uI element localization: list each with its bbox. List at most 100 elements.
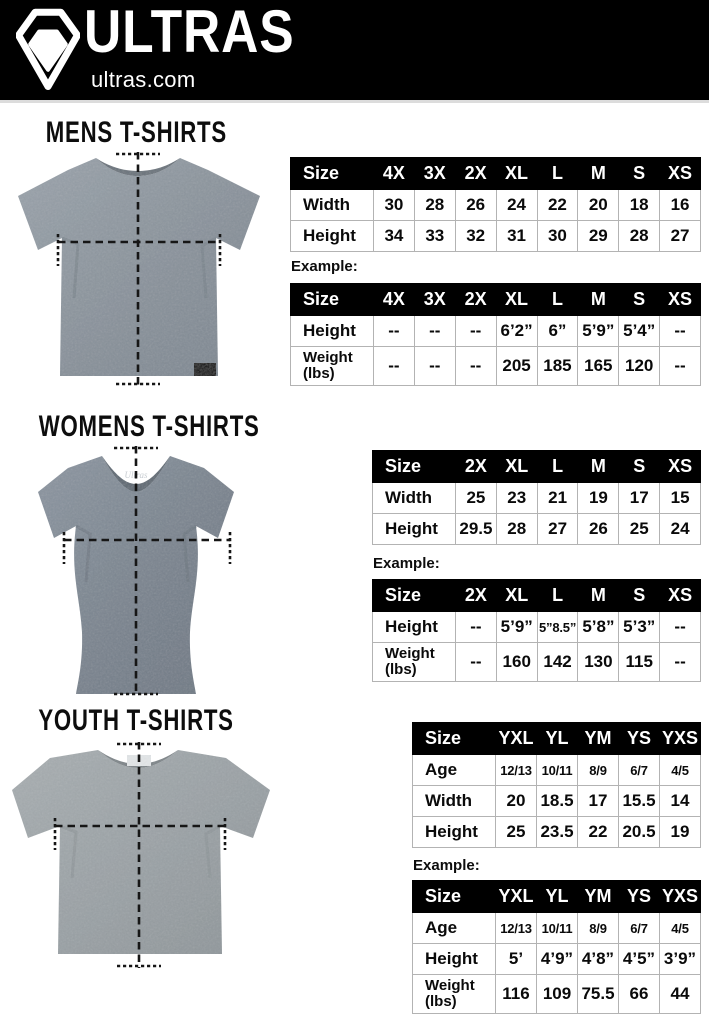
row-label: Weight (lbs) <box>372 642 456 682</box>
cell: 4’8” <box>577 943 619 975</box>
cell: 8/9 <box>577 754 619 786</box>
column-header: S <box>618 579 661 612</box>
cell: 3’9” <box>659 943 701 975</box>
column-header: M <box>577 579 620 612</box>
column-header: XS <box>659 579 701 612</box>
cell: 17 <box>577 785 619 817</box>
cell: -- <box>373 346 415 386</box>
column-header: M <box>577 450 620 483</box>
table-row: Height -- -- -- 6’2” 6” 5’9” 5’4” -- <box>290 315 701 347</box>
table-header-row: Size 2X XL L M S XS <box>372 450 701 483</box>
table-row: Weight (lbs) 116 109 75.5 66 44 <box>412 974 701 1014</box>
column-header: XL <box>495 579 538 612</box>
cell: 22 <box>577 816 619 848</box>
column-header: L <box>536 283 579 316</box>
collar <box>96 158 180 176</box>
cell: 26 <box>577 513 620 545</box>
column-header: S <box>618 450 661 483</box>
cell: 20 <box>495 785 537 817</box>
column-header: XS <box>659 283 701 316</box>
youth-example-table: Size YXL YL YM YS YXS Age 12/13 10/11 8/9 6/7 4/5 He… <box>412 880 701 1014</box>
table-header-row: Size 4X 3X 2X XL L M S XS <box>290 157 701 190</box>
cell: -- <box>659 611 701 643</box>
column-header: 2X <box>454 157 497 190</box>
cell: 21 <box>536 482 579 514</box>
row-label: Height <box>290 315 374 347</box>
cell: 18.5 <box>536 785 578 817</box>
cell: 10/11 <box>536 912 578 944</box>
cell: -- <box>454 315 497 347</box>
cell: 116 <box>495 974 537 1014</box>
cell: -- <box>659 346 701 386</box>
cell: 5’4” <box>618 315 661 347</box>
measurement-lines <box>53 742 227 968</box>
cell: 5’3” <box>618 611 661 643</box>
column-header: 3X <box>413 283 456 316</box>
cell: 16 <box>659 189 701 221</box>
row-label: Width <box>412 785 496 817</box>
youth-tshirt-image <box>12 742 270 968</box>
cell: 14 <box>659 785 701 817</box>
column-header: 3X <box>413 157 456 190</box>
column-header: 2X <box>455 579 497 612</box>
table-row: Age 12/13 10/11 8/9 6/7 4/5 <box>412 912 701 944</box>
cell: 17 <box>618 482 661 514</box>
column-header: 4X <box>373 157 415 190</box>
column-header: L <box>536 579 579 612</box>
cell: 8/9 <box>577 912 619 944</box>
column-header: Size <box>372 579 456 612</box>
cell: 44 <box>659 974 701 1014</box>
cell: 6” <box>536 315 579 347</box>
hem-tag <box>194 363 216 376</box>
cell: 12/13 <box>495 754 537 786</box>
cell: 15.5 <box>618 785 660 817</box>
cell: 30 <box>373 189 415 221</box>
cell: 30 <box>536 220 579 252</box>
table-row: Height 34 33 32 31 30 29 28 27 <box>290 220 701 252</box>
row-label: Age <box>412 754 496 786</box>
brand-site-url: ultras.com <box>91 67 196 92</box>
cell: 165 <box>577 346 620 386</box>
cell: 5”8.5” <box>536 611 579 643</box>
measurement-lines <box>56 152 222 386</box>
row-label: Weight (lbs) <box>290 346 374 386</box>
cell: 4’9” <box>536 943 578 975</box>
cell: 19 <box>659 816 701 848</box>
table-row: Height -- 5’9” 5”8.5” 5’8” 5’3” -- <box>372 611 701 643</box>
cell: 23 <box>495 482 538 514</box>
row-label: Height <box>412 943 496 975</box>
example-label: Example: <box>373 555 440 572</box>
cell: 33 <box>413 220 456 252</box>
cell: 15 <box>659 482 701 514</box>
column-header: XL <box>495 450 538 483</box>
column-header: XS <box>659 450 701 483</box>
example-label: Example: <box>291 258 358 275</box>
column-header: 4X <box>373 283 415 316</box>
cell: -- <box>659 642 701 682</box>
cell: 109 <box>536 974 578 1014</box>
section-title-womens: WOMENS T-SHIRTS <box>38 410 260 443</box>
cell: 24 <box>495 189 538 221</box>
column-header: XL <box>495 157 538 190</box>
column-header: M <box>577 283 620 316</box>
cell: 27 <box>659 220 701 252</box>
cell: 6’2” <box>495 315 538 347</box>
cell: 12/13 <box>495 912 537 944</box>
cell: -- <box>373 315 415 347</box>
womens-size-table: Size 2X XL L M S XS Width 25 23 21 19 17 15 Height 29.5… <box>372 450 701 545</box>
mens-tshirt-image <box>18 152 260 386</box>
row-label: Age <box>412 912 496 944</box>
table-row: Height 29.5 28 27 26 25 24 <box>372 513 701 545</box>
row-label: Height <box>290 220 374 252</box>
cell: 6/7 <box>618 912 660 944</box>
section-title-youth: YOUTH T-SHIRTS <box>38 704 234 737</box>
row-label: Height <box>412 816 496 848</box>
cell: 75.5 <box>577 974 619 1014</box>
youth-size-table: Size YXL YL YM YS YXS Age 12/13 10/11 8/9 6/7 4/5 Wi… <box>412 722 701 848</box>
column-header: XS <box>659 157 701 190</box>
column-header: YXS <box>659 722 701 755</box>
brand-name: ULTRAS <box>84 0 295 65</box>
site-header: ULTRAS ultras.com <box>0 0 709 103</box>
cell: 5’ <box>495 943 537 975</box>
row-label: Height <box>372 611 456 643</box>
